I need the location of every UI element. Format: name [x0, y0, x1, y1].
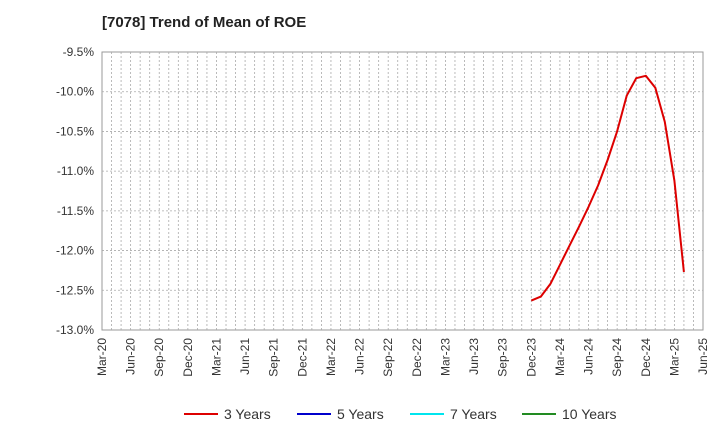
axis-layer: -9.5% -10.0% -10.5% -11.0% -11.5% -12.0% -12.5… — [56, 45, 710, 377]
x-tick-label: Mar-23 — [438, 338, 452, 376]
grid-layer — [101, 51, 704, 331]
x-tick-label: Dec-23 — [524, 338, 538, 377]
y-tick-label: -12.5% — [56, 283, 94, 297]
x-tick-label: Dec-22 — [410, 338, 424, 377]
x-tick-label: Jun-24 — [582, 338, 596, 375]
x-tick-label: Mar-24 — [553, 338, 567, 376]
y-tick-label: -11.0% — [57, 164, 94, 178]
x-tick-label: Dec-24 — [639, 338, 653, 377]
legend-label: 5 Years — [337, 406, 384, 422]
y-tick-label: -12.0% — [56, 244, 94, 258]
series-layer — [530, 74, 685, 302]
x-tick-label: Sep-21 — [267, 338, 281, 377]
x-tick-label: Jun-22 — [353, 338, 367, 375]
plot-area — [101, 51, 704, 331]
y-tick-label: -10.5% — [56, 124, 94, 138]
x-tick-label: Jun-20 — [124, 338, 138, 375]
x-tick-label: Dec-21 — [295, 338, 309, 377]
chart-title: [7078] Trend of Mean of ROE — [102, 14, 307, 31]
x-tick-label: Mar-22 — [324, 338, 338, 376]
legend-label: 7 Years — [450, 406, 497, 422]
x-tick-label: Sep-22 — [381, 338, 395, 377]
x-tick-label: Mar-25 — [667, 338, 681, 376]
y-tick-label: -13.0% — [56, 323, 94, 337]
x-tick-label: Mar-21 — [209, 338, 223, 376]
x-tick-label: Sep-24 — [610, 338, 624, 377]
x-tick-label: Sep-20 — [152, 338, 166, 377]
x-tick-label: Sep-23 — [496, 338, 510, 377]
y-tick-label: -9.5% — [63, 45, 95, 59]
x-tick-label: Jun-21 — [238, 338, 252, 375]
legend-label: 3 Years — [224, 406, 271, 422]
legend: 3 Years 5 Years 7 Years 10 Years — [184, 406, 617, 422]
y-tick-label: -10.0% — [56, 85, 94, 99]
x-tick-label: Mar-20 — [95, 338, 109, 376]
legend-label: 10 Years — [562, 406, 617, 422]
x-tick-label: Jun-25 — [696, 338, 710, 375]
x-tick-label: Jun-23 — [467, 338, 481, 375]
y-tick-label: -11.5% — [57, 204, 94, 218]
series-line-3-years — [530, 74, 685, 302]
x-tick-label: Dec-20 — [181, 338, 195, 377]
